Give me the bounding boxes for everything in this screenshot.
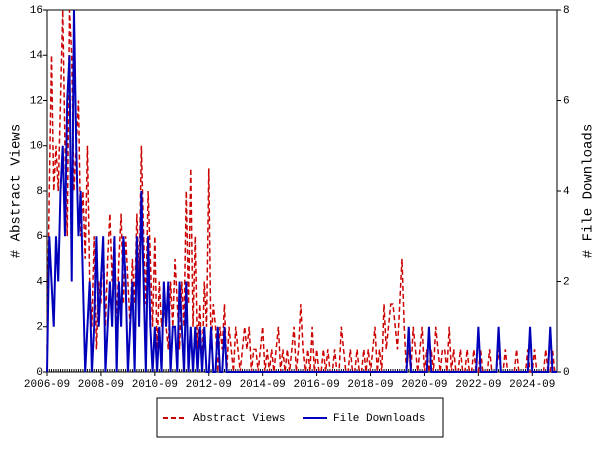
x-tick-label: 2012-09: [186, 379, 232, 391]
y-tick-label: 0: [36, 367, 43, 379]
y2-tick-label: 4: [563, 186, 570, 198]
y-tick-label: 6: [36, 231, 43, 243]
y-tick-label: 14: [30, 50, 44, 62]
legend-label: File Downloads: [333, 413, 425, 425]
series-line: [46, 9, 557, 373]
y-tick-label: 10: [30, 141, 43, 153]
x-tick-label: 2008-09: [78, 379, 124, 391]
y2-tick-label: 2: [563, 276, 570, 288]
y2-tick-label: 0: [563, 367, 570, 379]
y2-axis-label: # File Downloads: [581, 124, 597, 258]
y-tick-label: 8: [36, 186, 43, 198]
legend-label: Abstract Views: [193, 413, 285, 425]
x-tick-label: 2010-09: [132, 379, 178, 391]
x-tick-label: 2018-09: [347, 379, 393, 391]
x-tick-label: 2024-09: [509, 379, 555, 391]
y2-tick-label: 6: [563, 95, 570, 107]
series-line: [46, 9, 557, 373]
x-tick-label: 2006-09: [24, 379, 70, 391]
y-axis-label: # Abstract Views: [9, 124, 25, 258]
x-tick-label: 2022-09: [455, 379, 501, 391]
y-tick-label: 2: [36, 322, 43, 334]
y2-tick-label: 8: [563, 5, 570, 17]
legend-box: [156, 397, 444, 438]
x-tick-label: 2016-09: [293, 379, 339, 391]
y-tick-label: 4: [36, 276, 43, 288]
x-tick-label: 2020-09: [401, 379, 447, 391]
x-tick-label: 2014-09: [240, 379, 286, 391]
y-tick-label: 12: [30, 95, 43, 107]
y-tick-label: 16: [30, 5, 43, 17]
